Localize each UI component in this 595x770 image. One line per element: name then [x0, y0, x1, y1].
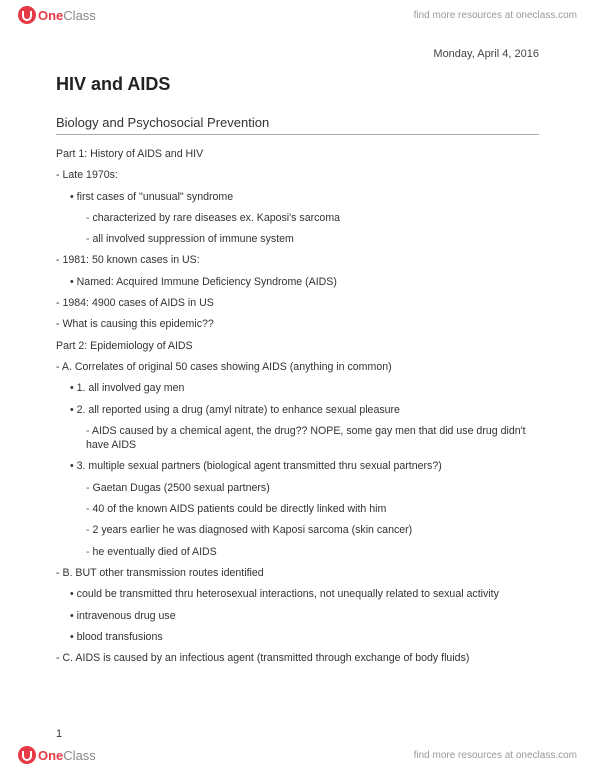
- footer-bar: OneClass find more resources at oneclass…: [0, 740, 595, 770]
- content-line: he eventually died of AIDS: [86, 545, 539, 559]
- content-line: B. BUT other transmission routes identif…: [56, 566, 539, 580]
- content-line: first cases of "unusual" syndrome: [70, 190, 539, 204]
- content-line: 2. all reported using a drug (amyl nitra…: [70, 403, 539, 417]
- document-date: Monday, April 4, 2016: [56, 48, 539, 60]
- content-line: characterized by rare diseases ex. Kapos…: [86, 211, 539, 225]
- content-line: 40 of the known AIDS patients could be d…: [86, 502, 539, 516]
- content-line: 1. all involved gay men: [70, 381, 539, 395]
- logo-one-footer: One: [38, 748, 63, 763]
- content-line: blood transfusions: [70, 630, 539, 644]
- resources-link-top[interactable]: find more resources at oneclass.com: [414, 10, 577, 21]
- header-bar: OneClass find more resources at oneclass…: [0, 0, 595, 30]
- content-line: all involved suppression of immune syste…: [86, 232, 539, 246]
- resources-link-bottom[interactable]: find more resources at oneclass.com: [414, 750, 577, 761]
- content-line: Late 1970s:: [56, 168, 539, 182]
- document-page: Monday, April 4, 2016 HIV and AIDS Biolo…: [0, 0, 595, 712]
- content-line: 3. multiple sexual partners (biological …: [70, 459, 539, 473]
- content-line: C. AIDS is caused by an infectious agent…: [56, 651, 539, 665]
- content-line: 1981: 50 known cases in US:: [56, 253, 539, 267]
- document-content: Part 1: History of AIDS and HIV Late 1970…: [56, 147, 539, 665]
- document-title: HIV and AIDS: [56, 74, 539, 95]
- logo-icon-footer: [18, 746, 36, 764]
- logo-class: Class: [63, 8, 96, 23]
- content-line: AIDS caused by a chemical agent, the dru…: [86, 424, 539, 453]
- content-line: 1984: 4900 cases of AIDS in US: [56, 296, 539, 310]
- document-subtitle: Biology and Psychosocial Prevention: [56, 115, 539, 135]
- logo-text: OneClass: [38, 8, 96, 23]
- content-line: A. Correlates of original 50 cases showi…: [56, 360, 539, 374]
- content-line: Part 1: History of AIDS and HIV: [56, 147, 539, 161]
- content-line: 2 years earlier he was diagnosed with Ka…: [86, 523, 539, 537]
- logo-class-footer: Class: [63, 748, 96, 763]
- content-line: intravenous drug use: [70, 609, 539, 623]
- logo-one: One: [38, 8, 63, 23]
- logo-icon: [18, 6, 36, 24]
- content-line: Part 2: Epidemiology of AIDS: [56, 339, 539, 353]
- logo-text-footer: OneClass: [38, 748, 96, 763]
- content-line: Named: Acquired Immune Deficiency Syndro…: [70, 275, 539, 289]
- content-line: Gaetan Dugas (2500 sexual partners): [86, 481, 539, 495]
- logo-footer[interactable]: OneClass: [18, 746, 96, 764]
- content-line: What is causing this epidemic??: [56, 317, 539, 331]
- logo[interactable]: OneClass: [18, 6, 96, 24]
- page-number: 1: [56, 728, 62, 740]
- content-line: could be transmitted thru heterosexual i…: [70, 587, 539, 601]
